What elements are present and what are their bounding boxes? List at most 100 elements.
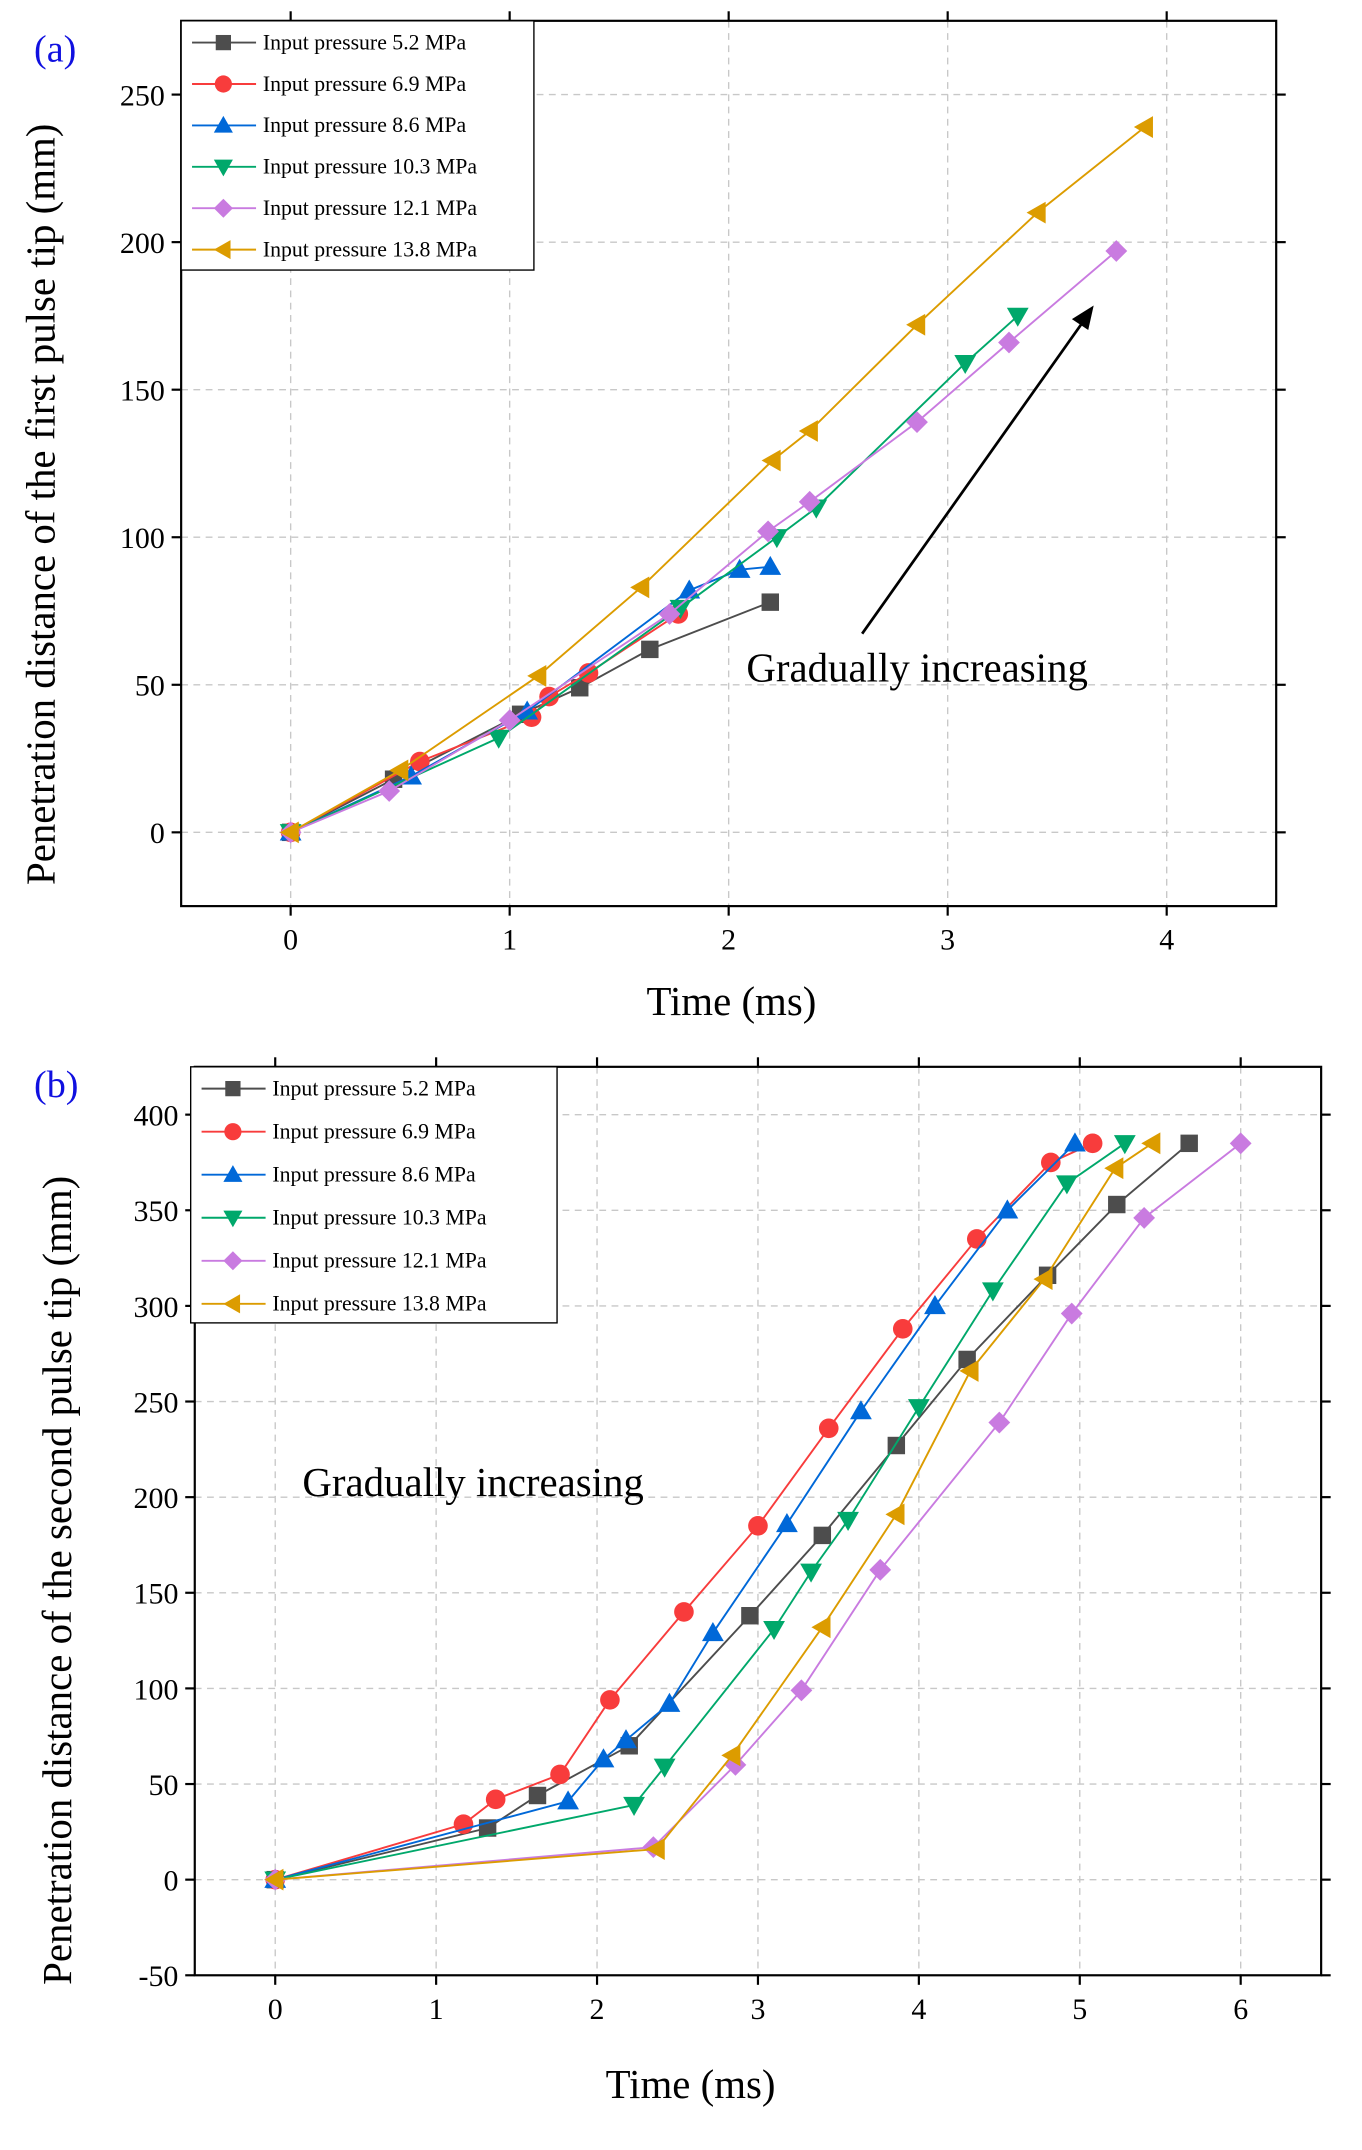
data-point: [741, 1607, 759, 1625]
x-tick-label: 3: [750, 1993, 765, 2026]
legend-label: Input pressure 12.1 MPa: [263, 196, 477, 220]
panel-label: (b): [34, 1064, 78, 1106]
data-point: [557, 1790, 579, 1810]
series-triangle-down: [264, 1135, 1136, 1891]
legend-marker: [213, 159, 233, 177]
data-point: [1133, 1207, 1156, 1229]
data-point: [798, 420, 818, 442]
legend-marker: [214, 75, 232, 93]
data-point: [653, 1758, 676, 1778]
y-tick-label: -50: [138, 1960, 178, 1993]
x-tick-label: 3: [940, 924, 955, 957]
data-point: [453, 1814, 474, 1834]
annotation: Gradually increasing: [746, 645, 1088, 690]
legend-marker: [223, 1165, 243, 1182]
data-point: [906, 313, 926, 336]
data-point: [998, 331, 1020, 354]
data-point: [1026, 201, 1046, 224]
data-point: [600, 1690, 620, 1710]
data-point: [645, 1838, 665, 1860]
y-tick-label: 300: [133, 1291, 178, 1324]
data-point: [702, 1622, 724, 1642]
data-point: [1056, 1175, 1078, 1195]
data-point: [761, 593, 779, 611]
data-point: [389, 759, 409, 782]
data-point: [885, 1503, 905, 1526]
y-tick-label: 200: [133, 1482, 178, 1515]
y-tick-label: 350: [133, 1195, 178, 1228]
x-tick-label: 2: [721, 924, 736, 957]
y-tick-label: 150: [120, 375, 165, 408]
legend-box: [189, 1066, 558, 1324]
data-point: [800, 1563, 822, 1583]
legend-marker: [225, 1080, 241, 1097]
legend-label: Input pressure 6.9 MPa: [263, 72, 467, 96]
data-point: [850, 1400, 872, 1420]
data-point: [592, 1748, 615, 1768]
data-point: [763, 1620, 785, 1641]
data-point: [988, 1411, 1011, 1434]
chart-a: 0 1 2 3 4 0 50 100 150 200 250 Input pressure 5.2 M…: [18, 11, 1286, 1024]
data-point: [813, 1526, 832, 1545]
data-point: [924, 1294, 946, 1315]
chart-b: 0 1 2 3 4 5 6 -50 0 50 100 150 200 250 300 350 400 Input …: [34, 1057, 1331, 2107]
legend-label: Input pressure 5.2 MPa: [272, 1076, 476, 1100]
data-point: [630, 576, 650, 599]
data-point: [1082, 1133, 1103, 1154]
data-point: [623, 1796, 645, 1816]
data-point: [669, 599, 692, 619]
y-tick-label: 150: [133, 1578, 178, 1611]
x-tick-label: 6: [1233, 1993, 1248, 2026]
x-tick-label: 1: [502, 924, 517, 957]
data-point: [498, 709, 521, 732]
data-point: [728, 558, 751, 578]
data-point: [1141, 1132, 1161, 1155]
legend-label: Input pressure 6.9 MPa: [272, 1119, 476, 1143]
data-point: [410, 751, 430, 772]
y-tick-label: 100: [133, 1673, 178, 1706]
data-point: [954, 354, 977, 375]
x-axis-title: Time (ms): [646, 979, 816, 1024]
data-point: [487, 729, 510, 749]
series-triangle-up: [264, 1132, 1086, 1888]
x-tick-label: 4: [1159, 924, 1174, 957]
legend-label: Input pressure 10.3 MPa: [263, 155, 477, 179]
data-point: [1064, 1132, 1086, 1152]
series-diamond: [279, 240, 1128, 844]
data-point: [1060, 1302, 1083, 1325]
data-point: [528, 1786, 547, 1805]
legend-label: Input pressure 8.6 MPa: [263, 113, 467, 137]
legend-label: Input pressure 8.6 MPa: [272, 1163, 476, 1187]
data-point: [279, 821, 299, 844]
y-tick-label: 250: [120, 79, 165, 112]
y-tick-label: 400: [133, 1100, 178, 1133]
data-point: [748, 1516, 768, 1536]
data-point: [958, 1350, 976, 1369]
data-point: [1108, 1195, 1126, 1214]
data-point: [1180, 1134, 1198, 1153]
y-axis-title: Penetration distance of the first pulse …: [18, 124, 63, 885]
data-point: [1006, 307, 1029, 327]
annotation: Gradually increasing: [302, 1460, 644, 1505]
data-point: [869, 1558, 892, 1581]
arrow-line: [861, 315, 1088, 635]
x-tick-label: 0: [283, 924, 298, 957]
legend-label: Input pressure 13.8 MPa: [272, 1292, 486, 1316]
data-point: [907, 1399, 930, 1419]
legend-label: Input pressure 10.3 MPa: [272, 1206, 486, 1230]
legend-marker: [213, 115, 233, 133]
legend-label: Input pressure 5.2 MPa: [263, 30, 467, 54]
y-tick-label: 100: [120, 522, 165, 555]
y-tick-label: 200: [120, 227, 165, 260]
y-tick-label: 250: [133, 1386, 178, 1419]
x-axis-title: Time (ms): [606, 2062, 776, 2107]
data-point: [811, 1616, 831, 1639]
panel-label: (a): [34, 29, 76, 71]
y-tick-label: 50: [135, 670, 165, 703]
data-point: [776, 1513, 798, 1533]
legend-marker: [213, 240, 231, 260]
legend-box: [180, 20, 535, 271]
data-point: [378, 780, 401, 802]
legend-marker: [223, 1294, 241, 1314]
